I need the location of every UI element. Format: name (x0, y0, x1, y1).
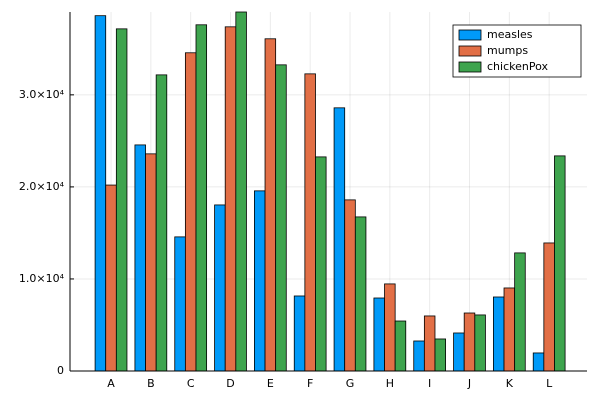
bar (254, 190, 266, 372)
x-tick-label: B (147, 377, 155, 390)
bar (145, 153, 157, 372)
legend-swatch (458, 29, 482, 41)
x-tick-label: D (226, 377, 234, 390)
bar (453, 332, 465, 372)
bar (543, 242, 555, 372)
y-tick-label: 3.0×10⁴ (19, 88, 65, 101)
legend-swatch (458, 45, 482, 57)
x-tick-label: C (187, 377, 195, 390)
bar (514, 252, 526, 372)
bar (235, 11, 247, 372)
y-tick-label: 2.0×10⁴ (19, 180, 65, 193)
bar (315, 156, 327, 372)
legend-label: chickenPox (487, 60, 548, 73)
bar (94, 15, 107, 372)
x-tick-label: I (428, 377, 431, 390)
bar (492, 296, 505, 372)
x-tick-label: L (546, 377, 553, 390)
bar (344, 199, 356, 372)
bar (434, 338, 447, 372)
legend-swatch (458, 61, 482, 73)
bar (174, 236, 186, 372)
bar (474, 314, 486, 372)
legend-label: mumps (487, 44, 528, 57)
x-tick-label: J (467, 377, 471, 390)
bar (554, 155, 566, 372)
bar (373, 297, 385, 372)
bar (155, 74, 168, 372)
bar (275, 64, 287, 372)
x-tick-label: G (346, 377, 355, 390)
x-tick-label: H (386, 377, 394, 390)
bar (354, 216, 367, 372)
bar (264, 38, 277, 372)
bar (503, 287, 516, 372)
bar (195, 24, 208, 372)
bar (304, 73, 316, 372)
bar (423, 315, 436, 372)
bar (293, 295, 306, 372)
legend-label: measles (487, 28, 533, 41)
legend: measles mumps chickenPox (452, 24, 582, 78)
bar (224, 26, 237, 372)
bar (532, 352, 545, 372)
x-tick-label: E (267, 377, 274, 390)
bar (184, 52, 197, 372)
bar (105, 184, 117, 372)
y-tick-label: 0 (57, 364, 64, 377)
x-tick-label: A (107, 377, 115, 390)
bar (214, 204, 226, 372)
y-tick-label: 1.0×10⁴ (19, 272, 65, 285)
bar (413, 340, 425, 372)
bar (134, 144, 146, 372)
x-tick-label: K (506, 377, 514, 390)
x-tick-label: F (307, 377, 313, 390)
bar (463, 312, 476, 372)
bar (384, 283, 396, 372)
bar (333, 107, 346, 372)
bar (394, 320, 407, 372)
bar (115, 28, 128, 372)
